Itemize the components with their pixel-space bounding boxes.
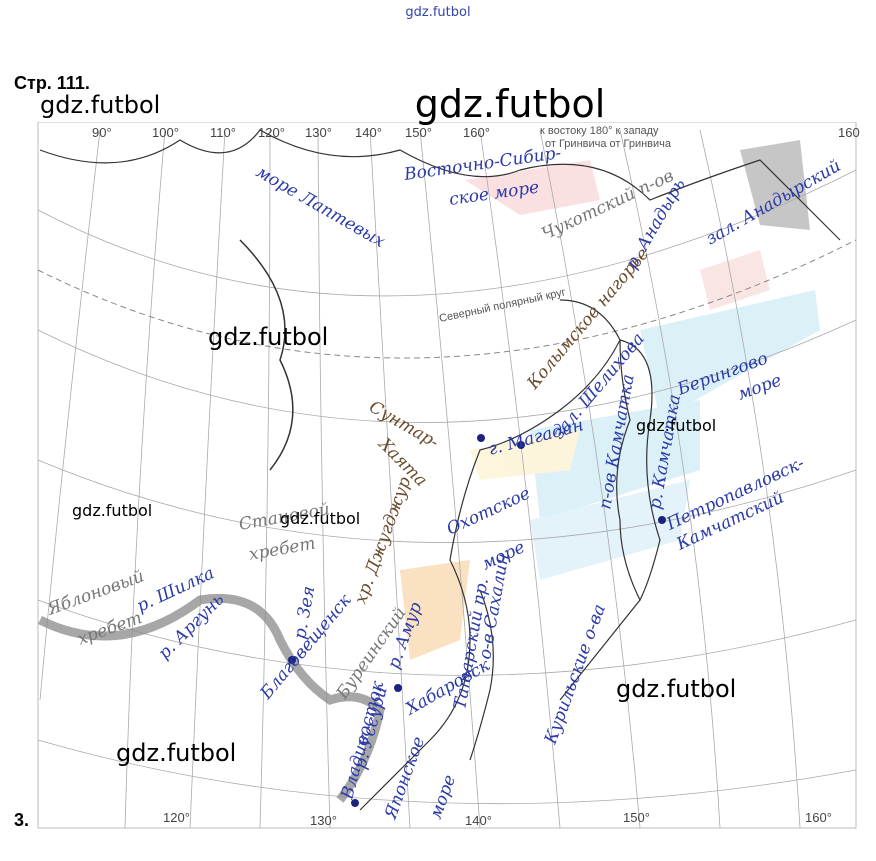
degree-label: 110° bbox=[210, 125, 236, 140]
degree-label: 140° bbox=[465, 813, 492, 828]
site-link[interactable]: gdz.futbol bbox=[405, 5, 470, 20]
city-dot bbox=[517, 441, 525, 449]
watermark: gdz.futbol bbox=[208, 323, 328, 351]
degree-label: 100° bbox=[152, 125, 179, 140]
header-bg bbox=[0, 0, 876, 122]
arctic-circle bbox=[37, 239, 857, 359]
region-border bbox=[239, 239, 294, 471]
degree-label: 150° bbox=[405, 125, 432, 140]
degree-label: 160° bbox=[463, 125, 490, 140]
city-dots bbox=[288, 434, 666, 807]
printed-label: от Гринвича от Гринвича bbox=[545, 138, 672, 150]
coastline bbox=[39, 129, 841, 811]
watermark: gdz.futbol bbox=[72, 501, 152, 520]
map-shading bbox=[400, 140, 820, 660]
state-border bbox=[37, 593, 385, 803]
graticule bbox=[37, 129, 857, 829]
city-dot bbox=[351, 799, 359, 807]
degree-label: 120° bbox=[258, 125, 285, 140]
big-watermark: gdz.futbol bbox=[415, 82, 606, 126]
page-number: Стр. 111. bbox=[14, 73, 90, 93]
map-frame bbox=[37, 121, 857, 829]
degree-label: 130° bbox=[310, 813, 337, 828]
degree-labels: 90° 100° 110° 120° 130° 140° 150° 160° 1… bbox=[92, 125, 860, 828]
degree-label: 120° bbox=[163, 810, 190, 825]
watermark: gdz.futbol bbox=[280, 509, 360, 528]
degree-label: 150° bbox=[623, 810, 650, 825]
city-dot bbox=[288, 656, 296, 664]
item-number: 3. bbox=[14, 810, 29, 830]
degree-label: 130° bbox=[305, 125, 332, 140]
city-dot bbox=[394, 684, 402, 692]
degree-label: 90° bbox=[92, 125, 112, 140]
city-dot bbox=[658, 516, 666, 524]
watermark: gdz.futbol bbox=[616, 675, 736, 703]
printed-label: к востоку 180° к западу bbox=[540, 125, 659, 137]
watermark: gdz.futbol bbox=[636, 416, 716, 435]
watermark: gdz.futbol bbox=[40, 91, 160, 119]
degree-label: 160 bbox=[838, 125, 860, 140]
city-dot bbox=[477, 434, 485, 442]
degree-label: 140° bbox=[355, 125, 382, 140]
degree-label: 160° bbox=[805, 810, 832, 825]
watermark: gdz.futbol bbox=[116, 739, 236, 767]
